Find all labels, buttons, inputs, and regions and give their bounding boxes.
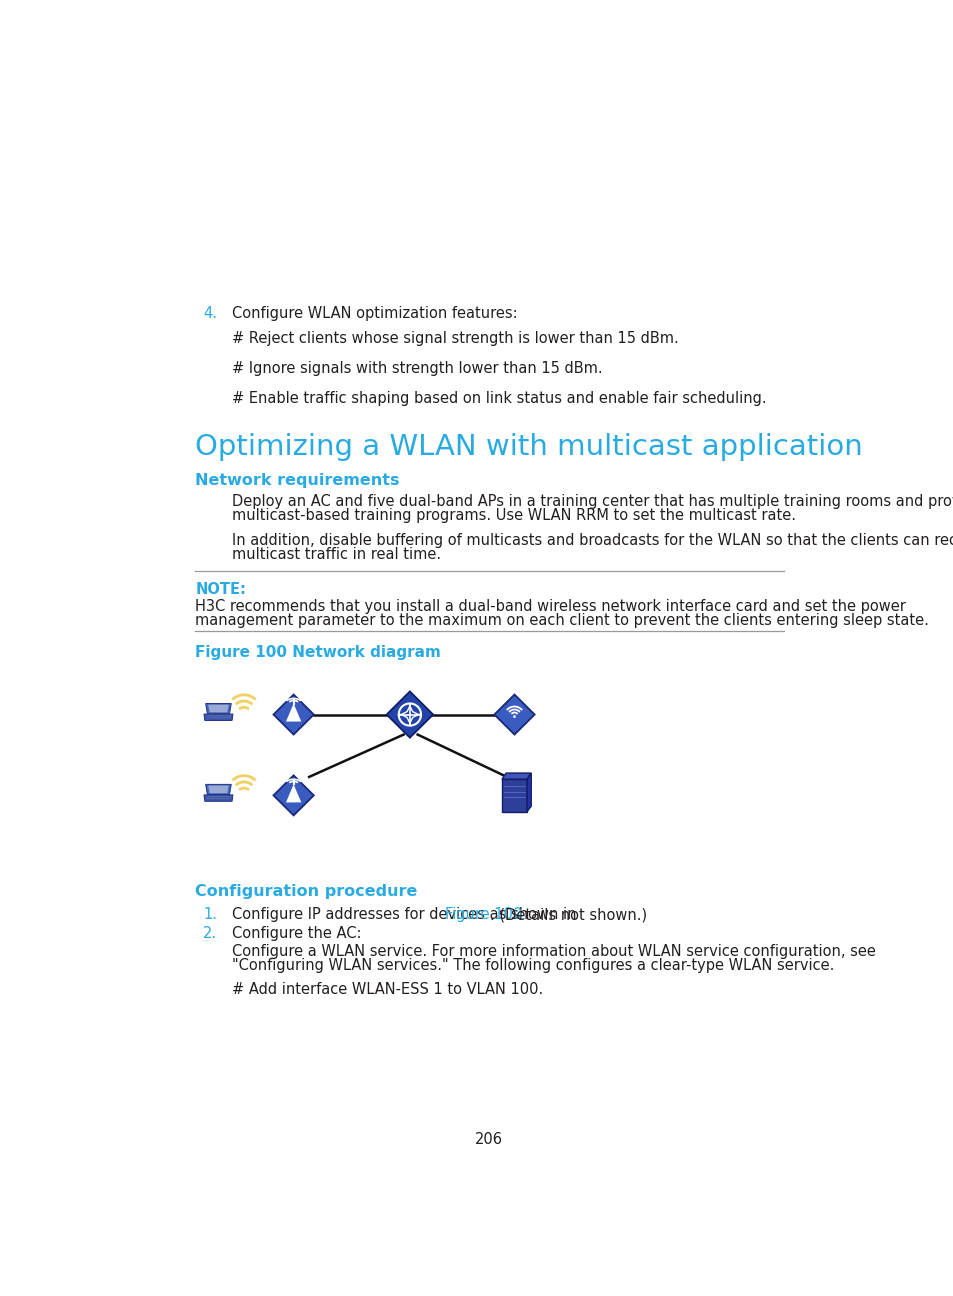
Text: # Enable traffic shaping based on link status and enable fair scheduling.: # Enable traffic shaping based on link s… — [232, 391, 765, 406]
Text: multicast traffic in real time.: multicast traffic in real time. — [232, 547, 440, 561]
Text: 2.: 2. — [203, 925, 217, 941]
Text: NOTE:: NOTE: — [195, 582, 246, 597]
Text: Configure a WLAN service. For more information about WLAN service configuration,: Configure a WLAN service. For more infor… — [232, 943, 875, 959]
Text: 1.: 1. — [203, 907, 216, 921]
Text: In addition, disable buffering of multicasts and broadcasts for the WLAN so that: In addition, disable buffering of multic… — [232, 533, 953, 548]
Polygon shape — [204, 794, 233, 801]
Text: Deploy an AC and five dual-band APs in a training center that has multiple train: Deploy an AC and five dual-band APs in a… — [232, 494, 953, 509]
Text: # Reject clients whose signal strength is lower than 15 dBm.: # Reject clients whose signal strength i… — [232, 330, 678, 346]
Text: management parameter to the maximum on each client to prevent the clients enteri: management parameter to the maximum on e… — [195, 613, 928, 627]
Text: H3C recommends that you install a dual-band wireless network interface card and : H3C recommends that you install a dual-b… — [195, 599, 905, 614]
Polygon shape — [286, 704, 301, 722]
Polygon shape — [494, 695, 534, 735]
Text: Configure IP addresses for devices as shown in: Configure IP addresses for devices as sh… — [232, 907, 580, 921]
Polygon shape — [386, 692, 433, 737]
Text: # Add interface WLAN-ESS 1 to VLAN 100.: # Add interface WLAN-ESS 1 to VLAN 100. — [232, 982, 542, 998]
Polygon shape — [286, 784, 301, 802]
Text: 4.: 4. — [203, 306, 216, 320]
Text: "Configuring WLAN services." The following configures a clear-type WLAN service.: "Configuring WLAN services." The followi… — [232, 958, 833, 973]
Polygon shape — [208, 785, 229, 793]
Text: Configure WLAN optimization features:: Configure WLAN optimization features: — [232, 306, 517, 320]
Text: Configuration procedure: Configuration procedure — [195, 884, 417, 899]
Circle shape — [513, 715, 516, 718]
Text: Optimizing a WLAN with multicast application: Optimizing a WLAN with multicast applica… — [195, 433, 862, 460]
Text: Network requirements: Network requirements — [195, 473, 399, 487]
Text: # Ignore signals with strength lower than 15 dBm.: # Ignore signals with strength lower tha… — [232, 362, 601, 376]
Polygon shape — [501, 779, 526, 811]
Text: . (Details not shown.): . (Details not shown.) — [490, 907, 646, 921]
Text: Configure the AC:: Configure the AC: — [232, 925, 361, 941]
Polygon shape — [526, 772, 531, 811]
Polygon shape — [206, 704, 231, 714]
Text: Figure 100 Network diagram: Figure 100 Network diagram — [195, 645, 440, 660]
Polygon shape — [274, 695, 314, 735]
Polygon shape — [204, 714, 233, 721]
Text: Figure 100: Figure 100 — [444, 907, 521, 921]
Polygon shape — [274, 775, 314, 815]
Text: 206: 206 — [475, 1131, 502, 1147]
Polygon shape — [206, 784, 231, 794]
Polygon shape — [501, 772, 531, 779]
Text: multicast-based training programs. Use WLAN RRM to set the multicast rate.: multicast-based training programs. Use W… — [232, 508, 795, 524]
Polygon shape — [208, 705, 229, 713]
